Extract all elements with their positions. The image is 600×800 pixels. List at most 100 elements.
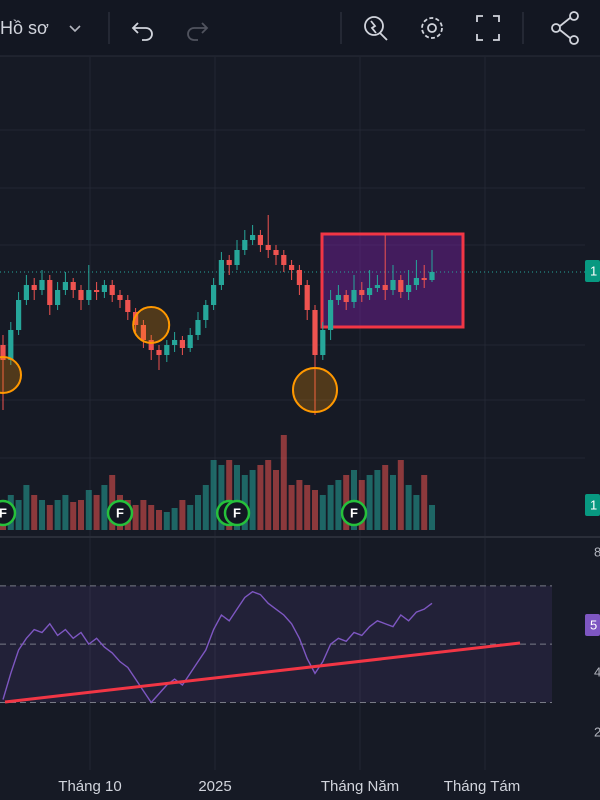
candle-body	[265, 245, 271, 250]
candle-body	[351, 290, 357, 302]
candle-body	[23, 285, 29, 300]
volume-bar	[335, 480, 342, 530]
alert-button[interactable]	[364, 16, 388, 41]
volume-bar	[327, 485, 334, 530]
candle-body	[172, 340, 178, 345]
candle-body	[55, 290, 61, 305]
event-label: F	[350, 505, 358, 520]
volume-bar	[31, 495, 38, 530]
x-axis-label: Tháng Tám	[444, 778, 520, 795]
grid	[0, 57, 585, 770]
candle-body	[413, 278, 419, 285]
candle-body	[328, 300, 334, 330]
volume-bar	[70, 502, 77, 530]
volume-bar	[39, 500, 45, 530]
candle-body	[367, 288, 373, 295]
volume-bar	[15, 500, 22, 530]
candle-body	[8, 330, 14, 360]
volume-bar	[390, 475, 396, 530]
fullscreen-button[interactable]	[476, 15, 500, 41]
candle-body	[242, 240, 248, 250]
candle-body	[335, 295, 341, 300]
candle-body	[156, 350, 162, 355]
low-highlight	[0, 356, 22, 394]
price-tag	[585, 260, 600, 282]
price-tag-label: 1	[590, 497, 597, 512]
candle-body	[31, 285, 37, 290]
volume-bar	[421, 475, 428, 530]
volume-bar	[187, 505, 194, 530]
candle-body	[234, 250, 240, 265]
candle-body	[273, 250, 279, 255]
candle-body	[179, 340, 185, 348]
volume-bar	[382, 465, 389, 530]
volume-bar	[54, 500, 61, 530]
price-tag-label: 1	[590, 263, 597, 278]
volume-bar	[312, 490, 318, 530]
candle-body	[94, 290, 100, 292]
volume-bar	[195, 495, 201, 530]
candle-body	[281, 255, 287, 265]
profile-chevron[interactable]	[69, 25, 81, 33]
candle-body	[257, 235, 263, 245]
candle-body	[320, 330, 326, 355]
axis-label: 8	[594, 544, 600, 559]
candle-body	[343, 295, 349, 302]
price-tag	[585, 614, 600, 636]
candle-body	[304, 285, 310, 310]
volume-bar	[397, 460, 404, 530]
candle-body	[101, 285, 107, 292]
toolbar	[0, 0, 600, 56]
candle-body	[140, 325, 146, 340]
candle-body	[226, 260, 232, 265]
candle-body	[203, 305, 209, 320]
event-marker[interactable]	[223, 499, 251, 527]
candle-body	[359, 290, 365, 295]
volume-bar	[210, 460, 217, 530]
event-label: F	[116, 505, 124, 520]
volume-bar	[413, 495, 420, 530]
candle-body	[164, 345, 170, 355]
candle-body	[390, 280, 396, 290]
volume-bar	[280, 435, 287, 530]
candle-body	[133, 312, 139, 325]
redo-button[interactable]	[187, 22, 209, 41]
event-marker[interactable]	[106, 499, 134, 527]
share-button[interactable]	[551, 11, 579, 45]
volume-bar	[156, 510, 162, 530]
candle-body	[47, 280, 53, 305]
volume-bar	[132, 505, 139, 530]
candle-body	[148, 340, 154, 350]
candle-body	[250, 235, 256, 240]
volume-bar	[171, 508, 178, 530]
volume-bar	[62, 495, 69, 530]
x-axis-label: Tháng 10	[58, 778, 121, 795]
event-label: F	[233, 505, 241, 520]
event-marker[interactable]	[340, 499, 368, 527]
candle-body	[211, 285, 217, 305]
undo-button[interactable]	[131, 22, 153, 41]
settings-button[interactable]	[421, 17, 443, 39]
volume-bar	[101, 485, 108, 530]
volume-bar	[218, 465, 225, 530]
candle-body	[398, 280, 404, 292]
rsi-line	[2, 590, 433, 704]
volume-bar	[148, 505, 155, 530]
low-highlight	[292, 367, 338, 413]
candle-body	[382, 285, 388, 290]
event-marker[interactable]	[0, 499, 17, 527]
candle-body	[86, 290, 92, 300]
volume-bar	[85, 490, 92, 530]
x-axis-label: 2025	[198, 778, 231, 795]
candle-body	[70, 282, 76, 290]
trend-line[interactable]	[4, 641, 521, 704]
candle-body	[16, 300, 22, 330]
volume-bar	[234, 465, 240, 530]
volume-bar	[366, 475, 373, 530]
price-tag-label: 5	[590, 617, 597, 632]
profile-button[interactable]: Hồ sơ	[0, 18, 49, 38]
event-label: F	[0, 505, 7, 520]
volume-bar	[405, 485, 412, 530]
volume-bar	[296, 480, 303, 530]
